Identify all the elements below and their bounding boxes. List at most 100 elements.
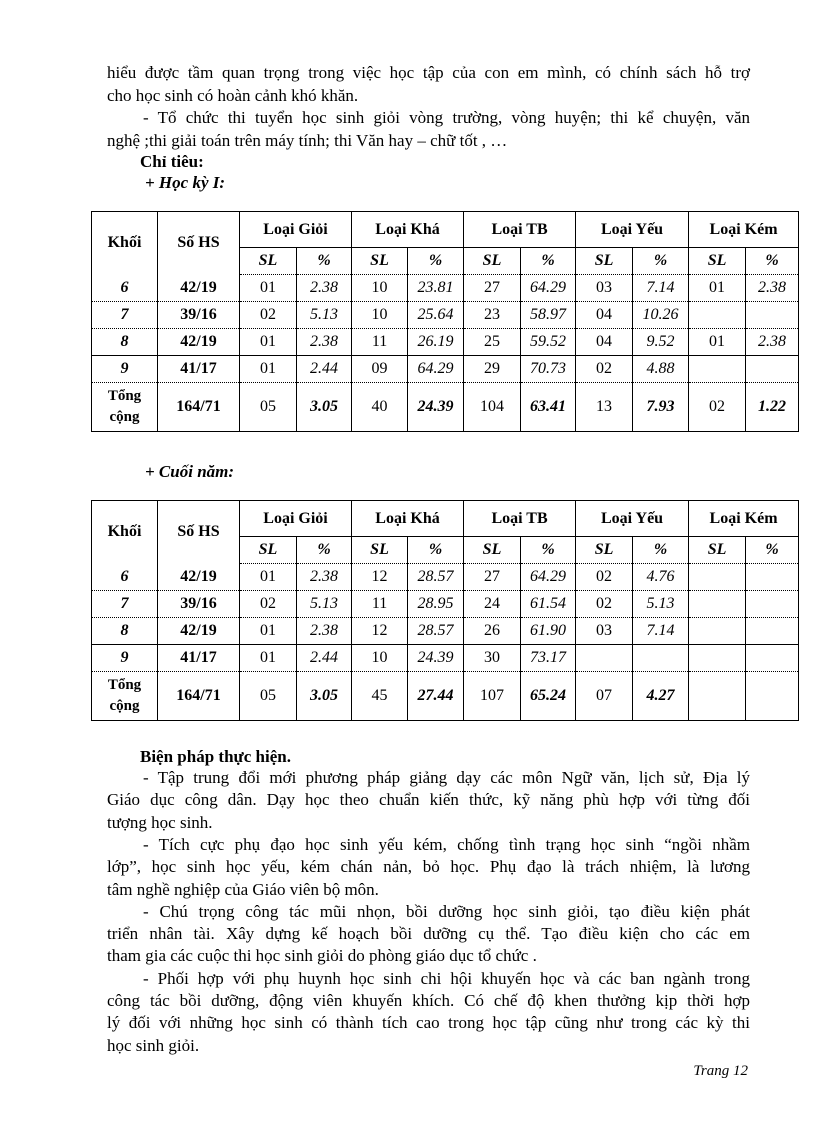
sl-cell: 27 xyxy=(463,274,522,302)
total-row: Tổng cộng 164/71 05 3.05 40 24.39 104 63.41 13 7.… xyxy=(91,382,800,432)
header-pct: % xyxy=(520,247,577,275)
measures-line: tượng học sinh. xyxy=(107,812,213,832)
header-pct: % xyxy=(295,247,353,275)
header-group: Loại Yếu xyxy=(575,500,690,537)
pct-cell: 5.13 xyxy=(295,301,353,329)
khoi-cell: 8 xyxy=(91,328,158,356)
sl-cell: 07 xyxy=(575,671,634,721)
so-hs-cell: 42/19 xyxy=(157,328,240,356)
table-row: 6 42/19 01 2.38 12 28.57 27 64.29 02 4.76 xyxy=(91,563,800,591)
sl-cell: 02 xyxy=(575,563,634,591)
sl-cell: 23 xyxy=(463,301,522,329)
header-group: Loại TB xyxy=(463,211,577,248)
pct-cell: 28.95 xyxy=(407,590,465,618)
sl-cell: 10 xyxy=(351,301,409,329)
khoi-cell: 6 xyxy=(91,563,158,591)
hk1-heading: + Học kỳ I: xyxy=(145,173,226,192)
header-group: Loại Yếu xyxy=(575,211,690,248)
header-group: Loại TB xyxy=(463,500,577,537)
header-group: Loại Giỏi xyxy=(238,211,353,248)
pct-cell: 7.93 xyxy=(632,382,690,432)
so-hs-cell: 164/71 xyxy=(157,382,240,432)
measures-line: tham gia các cuộc thi học sinh giỏi do p… xyxy=(107,946,537,966)
pct-cell: 28.57 xyxy=(407,617,465,645)
pct-cell: 24.39 xyxy=(407,644,465,672)
table-row: 9 41/17 01 2.44 10 24.39 30 73.17 xyxy=(91,644,800,672)
so-hs-cell: 42/19 xyxy=(157,274,240,302)
pct-cell: 2.38 xyxy=(745,274,800,302)
intro-line: - Tổ chức thi tuyển học sinh giỏi vòng t… xyxy=(143,108,750,127)
hk1-table: Khối Số HS Loại Giỏi Loại Khá Loại TB Loại Yế… xyxy=(91,211,800,432)
pct-cell: 2.38 xyxy=(745,328,800,356)
pct-cell: 4.27 xyxy=(632,671,690,721)
khoi-cell: 8 xyxy=(91,617,158,645)
pct-cell xyxy=(745,563,800,591)
sl-cell: 10 xyxy=(351,274,409,302)
sl-cell: 11 xyxy=(351,328,409,356)
sl-cell: 09 xyxy=(351,355,409,383)
sl-cell xyxy=(688,644,747,672)
pct-cell xyxy=(745,671,800,721)
pct-cell: 2.38 xyxy=(295,274,353,302)
pct-cell: 65.24 xyxy=(520,671,577,721)
header-pct: % xyxy=(295,536,353,564)
measures-line: - Phối hợp với phụ huynh học sinh chi hộ… xyxy=(143,968,750,988)
table-row: 8 42/19 01 2.38 11 26.19 25 59.52 04 9.52 01 2.38 xyxy=(91,328,800,356)
sl-cell: 26 xyxy=(463,617,522,645)
sl-cell: 02 xyxy=(688,382,747,432)
table-row: 7 39/16 02 5.13 10 25.64 23 58.97 04 10.26 xyxy=(91,301,800,329)
pct-cell: 3.05 xyxy=(295,671,353,721)
header-row: Khối Số HS Loại Giỏi Loại Khá Loại TB Loại Yế… xyxy=(91,500,800,564)
pct-cell: 24.39 xyxy=(407,382,465,432)
pct-cell: 5.13 xyxy=(295,590,353,618)
header-so-hs: Số HS xyxy=(157,211,240,275)
pct-cell: 64.29 xyxy=(520,274,577,302)
intro-line: hiểu được tầm quan trọng trong việc học … xyxy=(107,63,750,82)
pct-cell: 3.05 xyxy=(295,382,353,432)
pct-cell: 7.14 xyxy=(632,274,690,302)
sl-cell: 12 xyxy=(351,617,409,645)
subheader-row: SL% SL% SL% SL% SL% xyxy=(92,247,800,275)
header-sl: SL xyxy=(688,247,747,275)
target-heading: Chỉ tiêu: xyxy=(140,152,204,171)
header-pct: % xyxy=(745,536,800,564)
table-row: 9 41/17 01 2.44 09 64.29 29 70.73 02 4.88 xyxy=(91,355,800,383)
pct-cell: 25.64 xyxy=(407,301,465,329)
sl-cell: 30 xyxy=(463,644,522,672)
sl-cell: 29 xyxy=(463,355,522,383)
measures-line: Giáo dục công dân. Dạy học theo chuẩn ki… xyxy=(107,790,750,810)
pct-cell: 2.38 xyxy=(295,617,353,645)
sl-cell: 01 xyxy=(688,274,747,302)
pct-cell xyxy=(745,590,800,618)
table-row: 7 39/16 02 5.13 11 28.95 24 61.54 02 5.13 xyxy=(91,590,800,618)
sl-cell: 01 xyxy=(239,617,297,645)
pct-cell: 64.29 xyxy=(520,563,577,591)
so-hs-cell: 42/19 xyxy=(157,563,240,591)
pct-cell xyxy=(745,301,800,329)
sl-cell: 01 xyxy=(239,328,297,356)
sl-cell: 04 xyxy=(575,301,634,329)
sl-cell: 45 xyxy=(351,671,409,721)
sl-cell: 02 xyxy=(575,355,634,383)
sl-cell: 13 xyxy=(575,382,634,432)
pct-cell: 73.17 xyxy=(520,644,577,672)
header-group: Loại Giỏi xyxy=(238,500,353,537)
header-pct: % xyxy=(632,536,690,564)
pct-cell: 61.90 xyxy=(520,617,577,645)
header-pct: % xyxy=(632,247,690,275)
page-number: Trang 12 xyxy=(693,1063,748,1079)
header-so-hs: Số HS xyxy=(157,500,240,564)
sl-cell: 04 xyxy=(575,328,634,356)
khoi-cell: 7 xyxy=(91,590,158,618)
khoi-cell: Tổng cộng xyxy=(91,382,158,432)
sl-cell: 01 xyxy=(239,563,297,591)
so-hs-cell: 41/17 xyxy=(157,355,240,383)
pct-cell: 63.41 xyxy=(520,382,577,432)
pct-cell: 26.19 xyxy=(407,328,465,356)
header-row: Khối Số HS Loại Giỏi Loại Khá Loại TB Loại Yế… xyxy=(91,211,800,275)
header-pct: % xyxy=(407,247,465,275)
measures-line: công tác bồi dưỡng, động viên khuyến khí… xyxy=(107,991,750,1010)
pct-cell: 10.26 xyxy=(632,301,690,329)
sl-cell xyxy=(688,617,747,645)
measures-line: học sinh giỏi. xyxy=(107,1035,200,1055)
